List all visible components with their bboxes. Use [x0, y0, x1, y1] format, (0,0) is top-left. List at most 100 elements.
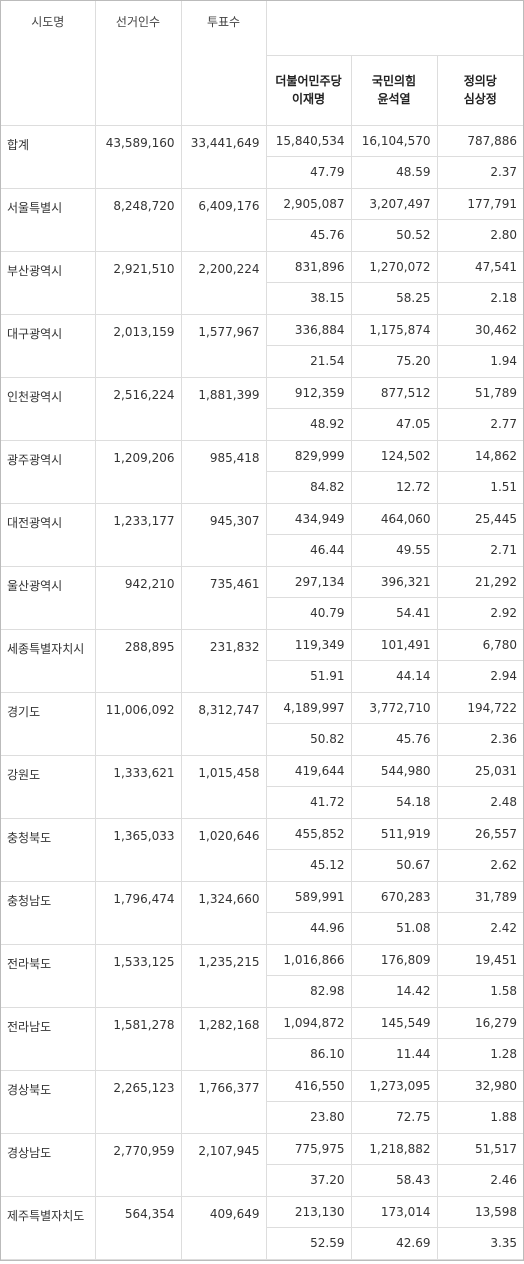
- vote-count: 1,218,882: [350, 1132, 438, 1165]
- vote-count: 1,016,866: [265, 943, 352, 976]
- vote-percent: 12.72: [350, 470, 438, 504]
- vote-percent: 58.43: [350, 1163, 438, 1197]
- electors: 1,209,206: [94, 439, 182, 504]
- vote-count: 173,014: [350, 1195, 438, 1228]
- vote-count: 213,130: [265, 1195, 352, 1228]
- count-row: 충청남도 1,796,474 1,324,660 589,991 670,283 31,7…: [1, 880, 524, 945]
- vote-count: 544,980: [350, 754, 438, 787]
- vote-count: 2,905,087: [265, 187, 352, 220]
- column-header: 선거인수: [94, 1, 182, 126]
- vote-percent: 50.82: [266, 722, 352, 756]
- vote-count: 26,557: [436, 817, 524, 850]
- vote-count: 176,809: [350, 943, 438, 976]
- percent-row: 45.76 50.52 2.80: [1, 218, 524, 252]
- vote-count: 775,975: [265, 1132, 352, 1165]
- votes: 945,307: [180, 502, 267, 567]
- vote-count: 1,270,072: [350, 250, 438, 283]
- electors: 2,921,510: [94, 250, 182, 315]
- electors: 11,006,092: [94, 691, 182, 756]
- vote-percent: 1.88: [436, 1100, 524, 1134]
- vote-count: 912,359: [265, 376, 352, 409]
- percent-row: 45.12 50.67 2.62: [1, 848, 524, 882]
- region-name: 서울특별시: [1, 187, 96, 252]
- vote-count: 455,852: [265, 817, 352, 850]
- count-row: 인천광역시 2,516,224 1,881,399 912,359 877,512 51,…: [1, 376, 524, 441]
- vote-count: 787,886: [436, 124, 524, 157]
- electors: 2,516,224: [94, 376, 182, 441]
- count-row: 경상북도 2,265,123 1,766,377 416,550 1,273,095 32…: [1, 1069, 524, 1134]
- vote-percent: 48.92: [266, 407, 352, 441]
- vote-count: 1,094,872: [265, 1006, 352, 1039]
- vote-percent: 46.44: [266, 533, 352, 567]
- vote-percent: 45.76: [350, 722, 438, 756]
- electors: 1,581,278: [94, 1006, 182, 1071]
- vote-count: 434,949: [265, 502, 352, 535]
- electors: 8,248,720: [94, 187, 182, 252]
- vote-percent: 38.15: [266, 281, 352, 315]
- electors: 2,770,959: [94, 1132, 182, 1197]
- vote-percent: 2.92: [436, 596, 524, 630]
- vote-percent: 2.71: [436, 533, 524, 567]
- vote-count: 3,207,497: [350, 187, 438, 220]
- vote-percent: 2.80: [436, 218, 524, 252]
- percent-row: 41.72 54.18 2.48: [1, 785, 524, 819]
- vote-percent: 42.69: [350, 1226, 438, 1260]
- vote-count: 670,283: [350, 880, 438, 913]
- vote-count: 30,462: [436, 313, 524, 346]
- vote-count: 101,491: [350, 628, 438, 661]
- vote-percent: 1.28: [436, 1037, 524, 1071]
- vote-count: 589,991: [265, 880, 352, 913]
- column-header: 시도명: [1, 1, 96, 126]
- votes: 1,015,458: [180, 754, 267, 819]
- vote-percent: 84.82: [266, 470, 352, 504]
- vote-percent: 2.46: [436, 1163, 524, 1197]
- vote-count: 16,279: [436, 1006, 524, 1039]
- votes: 2,107,945: [180, 1132, 267, 1197]
- vote-percent: 44.14: [350, 659, 438, 693]
- vote-percent: 75.20: [350, 344, 438, 378]
- vote-count: 297,134: [265, 565, 352, 598]
- candidate-name: 심상정: [463, 92, 497, 106]
- vote-count: 829,999: [265, 439, 352, 472]
- vote-percent: 37.20: [266, 1163, 352, 1197]
- vote-percent: 2.36: [436, 722, 524, 756]
- header-row: 더불어민주당 이재명 국민의힘 윤석열 정의당 심상정: [1, 54, 524, 126]
- percent-row: 40.79 54.41 2.92: [1, 596, 524, 630]
- region-name: 제주특별자치도: [1, 1195, 96, 1260]
- votes: 1,324,660: [180, 880, 267, 945]
- count-row: 전라북도 1,533,125 1,235,215 1,016,866 176,809 19…: [1, 943, 524, 1008]
- percent-row: 84.82 12.72 1.51: [1, 470, 524, 504]
- vote-count: 51,517: [436, 1132, 524, 1165]
- vote-percent: 52.59: [266, 1226, 352, 1260]
- percent-row: 51.91 44.14 2.94: [1, 659, 524, 693]
- vote-count: 25,445: [436, 502, 524, 535]
- count-row: 경상남도 2,770,959 2,107,945 775,975 1,218,882 51…: [1, 1132, 524, 1197]
- region-name: 경기도: [1, 691, 96, 756]
- percent-row: 86.10 11.44 1.28: [1, 1037, 524, 1071]
- votes: 33,441,649: [180, 124, 267, 189]
- votes: 1,881,399: [180, 376, 267, 441]
- vote-percent: 44.96: [266, 911, 352, 945]
- vote-count: 6,780: [436, 628, 524, 661]
- count-row: 전라남도 1,581,278 1,282,168 1,094,872 145,549 16…: [1, 1006, 524, 1071]
- percent-row: 50.82 45.76 2.36: [1, 722, 524, 756]
- percent-row: 44.96 51.08 2.42: [1, 911, 524, 945]
- candidate-header: 더불어민주당 이재명: [266, 54, 352, 126]
- electors: 1,533,125: [94, 943, 182, 1008]
- vote-percent: 45.12: [266, 848, 352, 882]
- vote-percent: 82.98: [266, 974, 352, 1008]
- region-name: 인천광역시: [1, 376, 96, 441]
- vote-count: 16,104,570: [350, 124, 438, 157]
- region-name: 충청남도: [1, 880, 96, 945]
- vote-count: 124,502: [350, 439, 438, 472]
- vote-percent: 47.79: [266, 155, 352, 189]
- percent-row: 48.92 47.05 2.77: [1, 407, 524, 441]
- percent-row: 37.20 58.43 2.46: [1, 1163, 524, 1197]
- vote-percent: 51.91: [266, 659, 352, 693]
- electors: 564,354: [94, 1195, 182, 1260]
- electors: 1,333,621: [94, 754, 182, 819]
- vote-percent: 45.76: [266, 218, 352, 252]
- vote-percent: 1.58: [436, 974, 524, 1008]
- votes: 1,577,967: [180, 313, 267, 378]
- count-row: 광주광역시 1,209,206 985,418 829,999 124,502 14,86…: [1, 439, 524, 504]
